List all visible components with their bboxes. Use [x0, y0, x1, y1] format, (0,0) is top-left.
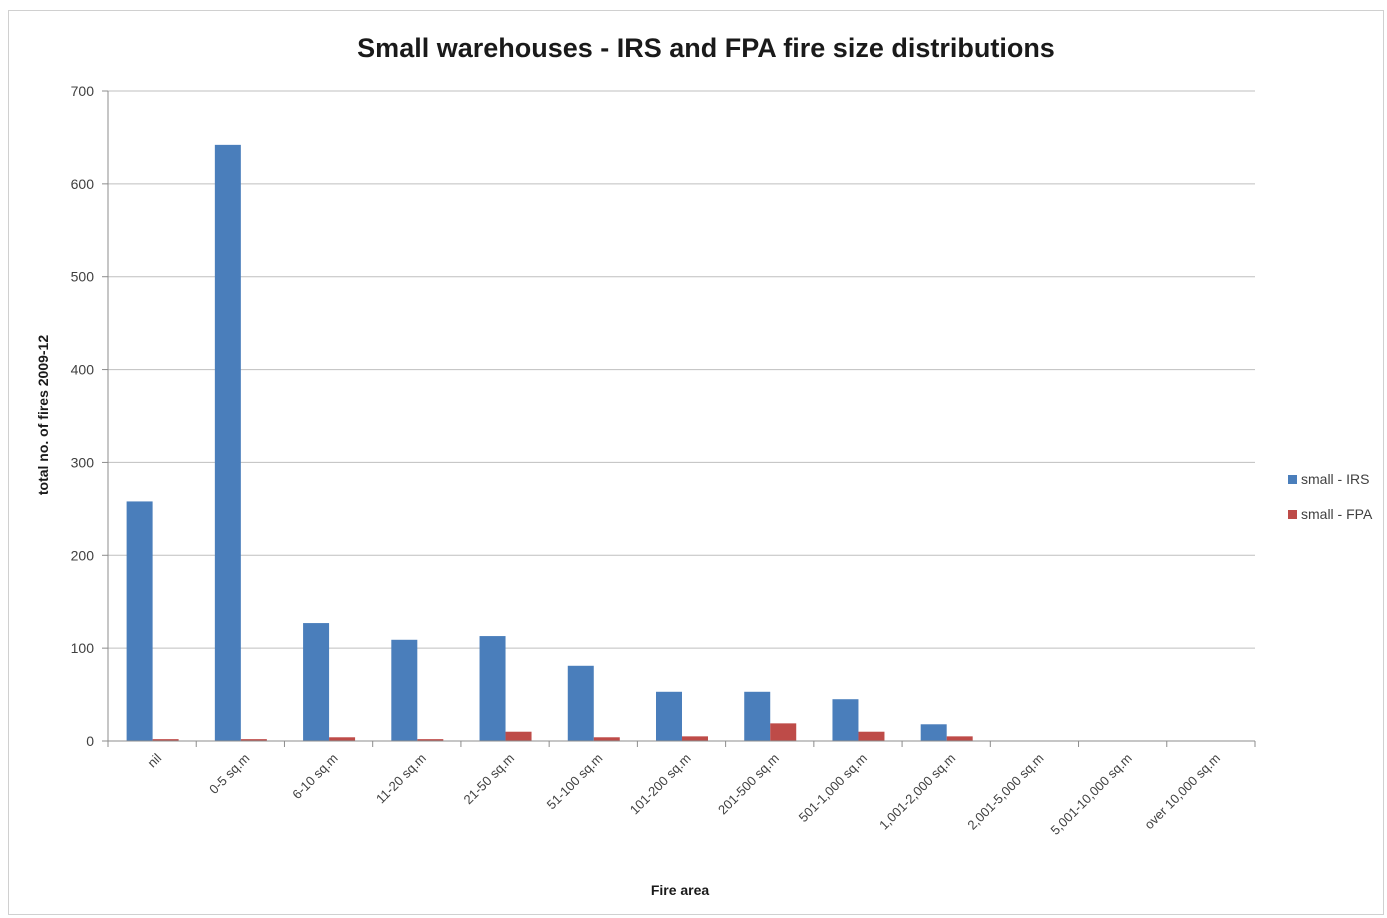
x-tick-label: 101-200 sq.m — [627, 751, 694, 818]
x-tick-label: 11-20 sq.m — [373, 751, 429, 807]
y-tick-label: 400 — [71, 362, 95, 378]
bars — [126, 144, 973, 741]
gridlines — [108, 90, 1255, 649]
bar-irs — [567, 665, 594, 741]
x-axis-ticks: nil 0-5 sq.m 6-10 sq.m 11-20 sq.m 21-50 sq.m… — [107, 741, 1256, 838]
chart-title: Small warehouses - IRS and FPA fire size… — [357, 33, 1055, 63]
x-axis-label: Fire area — [651, 882, 710, 898]
y-axis-label: total no. of fires 2009-12 — [35, 335, 51, 495]
axes — [107, 91, 1255, 742]
y-tick-label: 0 — [86, 733, 94, 749]
bar-fpa — [152, 739, 179, 741]
x-tick-label: 5,001-10,000 sq.m — [1048, 751, 1135, 838]
x-tick-label: 6-10 sq.m — [289, 751, 340, 802]
x-tick-label: nil — [144, 750, 164, 770]
x-tick-label: 0-5 sq.m — [206, 751, 252, 797]
y-tick-label: 200 — [71, 547, 95, 563]
y-tick-label: 700 — [71, 83, 95, 99]
bar-fpa — [329, 737, 356, 741]
x-tick-label: 1,001-2,000 sq.m — [876, 751, 958, 833]
bar-fpa — [593, 737, 620, 741]
y-tick-label: 100 — [71, 640, 95, 656]
bar-fpa — [240, 739, 267, 741]
bar-fpa — [505, 731, 532, 741]
legend-swatch — [1288, 510, 1297, 519]
x-tick-label: 501-1,000 sq.m — [796, 751, 870, 825]
x-tick-label: 21-50 sq.m — [461, 751, 518, 808]
bar-fpa — [858, 731, 885, 741]
legend-label: small - IRS — [1301, 471, 1369, 487]
bar-fpa — [682, 736, 708, 741]
bar-irs — [126, 501, 153, 741]
y-tick-label: 600 — [71, 176, 95, 192]
legend-label: small - FPA — [1301, 506, 1373, 522]
bar-irs — [920, 724, 947, 741]
bar-irs — [214, 144, 241, 741]
bar-irs — [744, 691, 771, 741]
bar-irs — [656, 691, 682, 741]
y-tick-label: 300 — [71, 454, 95, 470]
bar-fpa — [770, 723, 797, 741]
bar-irs — [479, 636, 506, 741]
y-axis-ticks: 0 100 200 300 400 500 600 700 — [71, 83, 108, 749]
x-tick-label: 201-500 sq.m — [715, 751, 782, 818]
x-tick-label: 51-100 sq.m — [544, 751, 606, 813]
x-tick-label: over 10,000 sq.m — [1141, 751, 1223, 833]
x-tick-label: 2,001-5,000 sq.m — [964, 751, 1046, 833]
legend: small - IRS small - FPA — [1288, 471, 1373, 522]
bar-fpa — [946, 736, 973, 741]
bar-irs — [303, 623, 330, 741]
bar-fpa — [417, 739, 444, 741]
y-tick-label: 500 — [71, 269, 95, 285]
bar-irs — [391, 639, 418, 741]
bar-irs — [832, 699, 859, 741]
legend-swatch — [1288, 475, 1297, 484]
